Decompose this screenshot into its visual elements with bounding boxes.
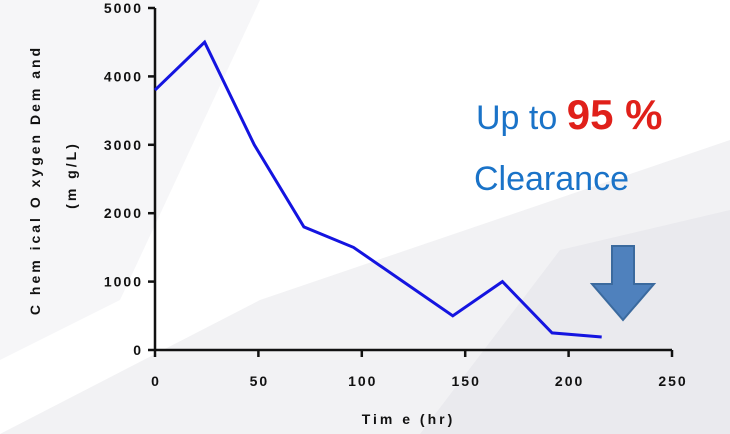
y-tick-label: 1000 [104,274,143,290]
series-line-0 [153,39,602,339]
x-tick-label: 250 [658,373,687,389]
x-tick-label: 0 [151,373,161,389]
annotation-prefix: Up to [476,99,558,137]
x-axis-title: Tim e (hr) [362,411,456,427]
y-tick-label: 3000 [104,137,143,153]
clearance-annotation-line2: Clearance [474,162,629,196]
y-axis-unit: (m g/L) [63,141,79,209]
axes [153,8,672,352]
x-tick-label: 50 [250,373,270,389]
down-arrow-icon [589,245,657,322]
y-tick-label: 5000 [104,0,143,16]
clearance-annotation: Up to 95 % [476,94,726,136]
x-tick-label: 150 [452,373,481,389]
y-tick-label: 0 [133,342,143,358]
annotation-suffix: Clearance [474,160,629,198]
ticks: 0 50 100 150 200 250 0 1000 2000 3000 4000 5000 [104,0,687,389]
y-tick-label: 2000 [104,205,143,221]
y-tick-label: 4000 [104,68,143,84]
annotation-highlight: 95 % [566,91,663,138]
x-tick-label: 200 [555,373,584,389]
x-tick-label: 100 [348,373,377,389]
y-axis-title: C hem ical O xygen Dem and [27,45,43,315]
series [153,39,602,339]
